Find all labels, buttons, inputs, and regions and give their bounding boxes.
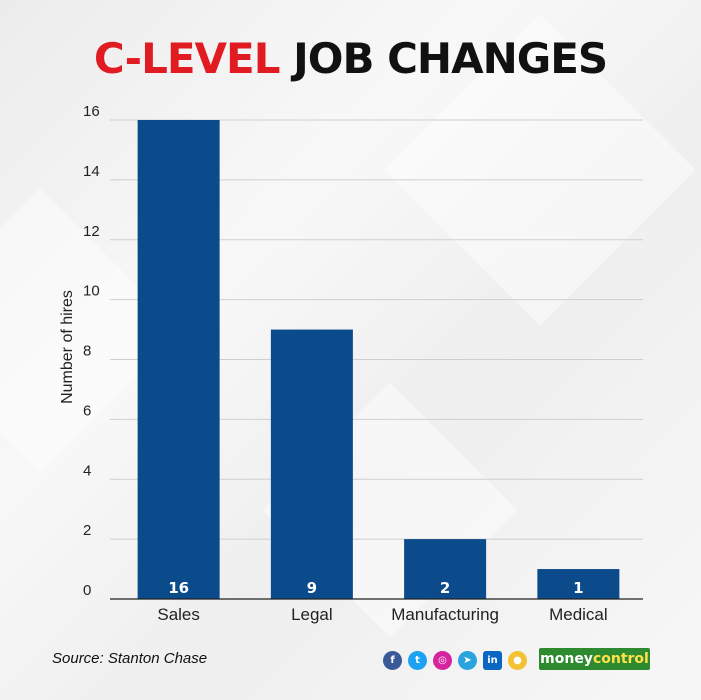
twitter-icon[interactable]: t: [408, 651, 427, 670]
y-tick-label: 2: [83, 522, 91, 539]
koo-icon[interactable]: ●: [508, 651, 527, 670]
bar-sales: [137, 120, 220, 599]
y-tick-label: 10: [83, 283, 100, 300]
chart-title: C-LEVEL JOB CHANGES: [0, 34, 701, 83]
social-icons: f t ◎ ➤ in ●: [383, 651, 527, 670]
y-tick-label: 14: [83, 163, 100, 180]
data-label: 16: [168, 579, 189, 597]
y-tick-labels: 0 2 4 6 8 10 12 14 16: [83, 103, 100, 599]
bar-medical: [537, 569, 620, 599]
y-tick-label: 4: [83, 462, 91, 479]
facebook-icon[interactable]: f: [383, 651, 402, 670]
data-label: 2: [440, 579, 450, 597]
x-tick-labels: Sales Legal Manufacturing Medical: [157, 605, 607, 624]
y-tick-label: 0: [83, 582, 91, 599]
x-tick-label: Sales: [157, 605, 200, 624]
data-label: 9: [307, 579, 317, 597]
bar-legal: [270, 329, 353, 599]
x-tick-label: Medical: [549, 605, 608, 624]
moneycontrol-logo: moneycontrol: [539, 648, 650, 670]
bar-manufacturing: [404, 539, 487, 599]
y-tick-label: 16: [83, 103, 100, 120]
y-tick-label: 6: [83, 402, 91, 419]
data-label: 1: [573, 579, 583, 597]
title-accent: C-LEVEL: [93, 34, 281, 83]
title-rest: JOB CHANGES: [293, 34, 608, 83]
telegram-icon[interactable]: ➤: [458, 651, 477, 670]
y-axis-label: Number of hires: [59, 290, 76, 404]
linkedin-icon[interactable]: in: [483, 651, 502, 670]
y-tick-label: 8: [83, 343, 91, 360]
source-note: Source: Stanton Chase: [52, 650, 208, 667]
y-tick-label: 12: [83, 223, 100, 240]
x-tick-label: Manufacturing: [391, 605, 499, 624]
bars: 16 9 2 1: [137, 120, 620, 599]
instagram-icon[interactable]: ◎: [433, 651, 452, 670]
x-tick-label: Legal: [291, 605, 333, 624]
